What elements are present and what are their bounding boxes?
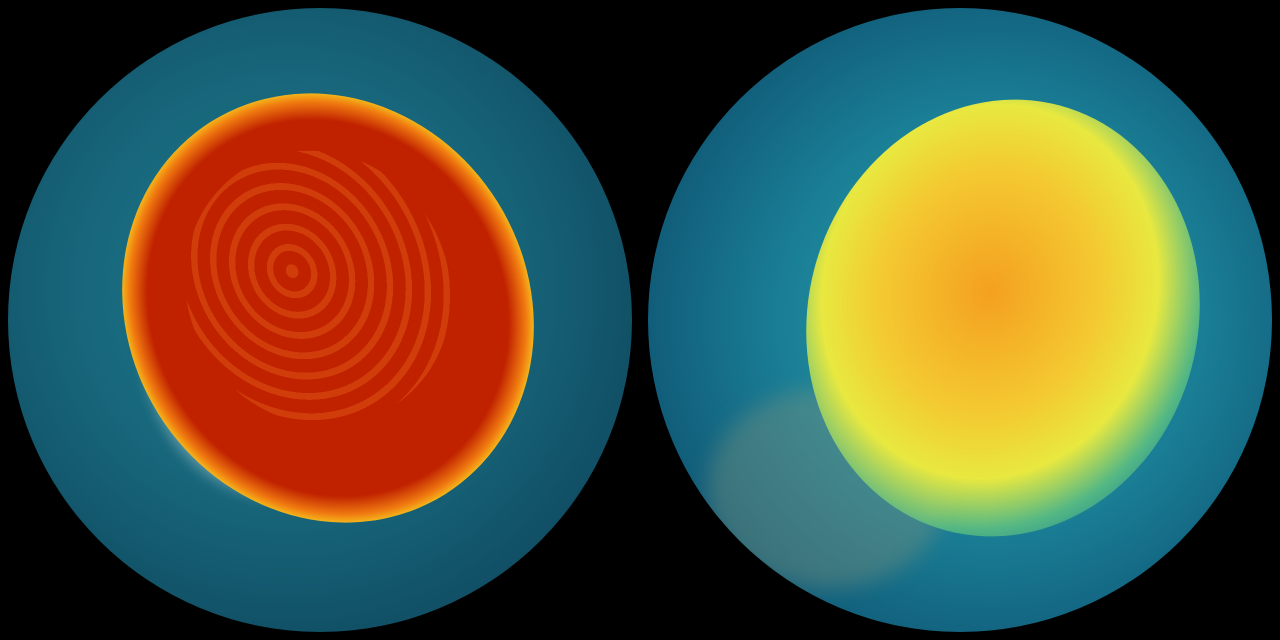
- globe-shading: [648, 8, 1272, 632]
- globe-shading: [8, 8, 632, 632]
- right-globe: [648, 8, 1272, 632]
- left-globe: [8, 8, 632, 632]
